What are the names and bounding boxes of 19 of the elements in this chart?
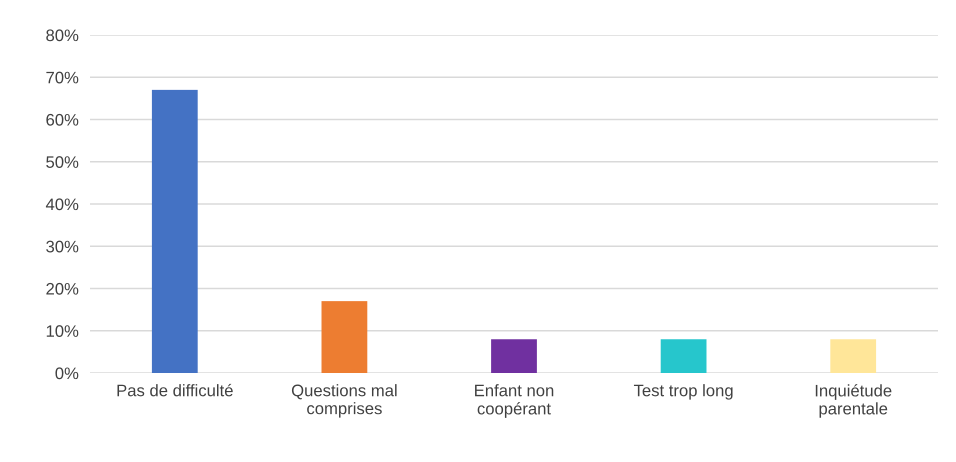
y-tick-label: 10% <box>46 325 78 337</box>
y-tick-label: 70% <box>46 72 78 84</box>
y-tick-label: 0% <box>55 367 78 380</box>
x-tick-label: Enfant non coopérant <box>475 384 554 418</box>
y-tick-label: 40% <box>46 198 78 210</box>
bar <box>152 90 198 373</box>
y-tick-label: 30% <box>46 240 78 252</box>
y-tick-label: 80% <box>46 29 78 42</box>
y-tick-label: 60% <box>46 114 78 126</box>
bar <box>322 301 368 373</box>
x-tick-label: Inquiétude parentale <box>816 384 892 418</box>
bar <box>491 339 537 373</box>
y-tick-label: 20% <box>46 282 78 295</box>
x-tick-label: Pas de difficulté <box>117 384 233 396</box>
bar <box>660 339 706 373</box>
x-tick-label: Test trop long <box>634 384 733 400</box>
x-tick-label: Questions mal comprises <box>292 384 397 418</box>
bar <box>830 339 876 373</box>
y-tick-label: 50% <box>46 156 78 168</box>
